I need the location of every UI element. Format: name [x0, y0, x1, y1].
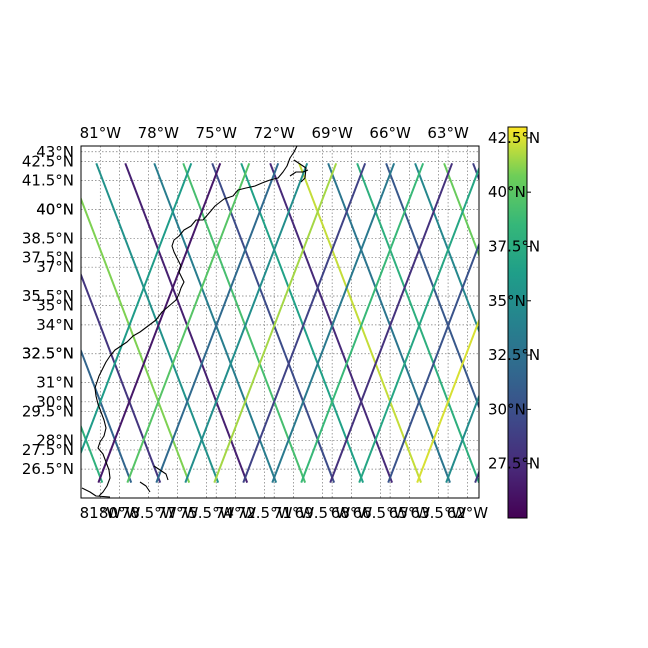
map-background	[81, 146, 479, 498]
left-lat-label: 38.5°N	[22, 229, 74, 247]
top-lon-label: 81°W	[80, 124, 122, 142]
bottom-lon-label: 72.5°W	[237, 504, 293, 522]
track-ascending	[242, 162, 367, 483]
bottom-lon-label: 68°W	[331, 504, 373, 522]
track-ascending	[81, 162, 193, 456]
map-frame	[80, 145, 480, 499]
bottom-lon-label: 62°W	[447, 504, 489, 522]
coastline-cape-cod	[293, 159, 307, 183]
map-area	[81, 146, 479, 498]
bottom-lon-label: 65°W	[389, 504, 431, 522]
colorbar-tick-label: 42.5°N	[488, 129, 540, 147]
track-ascending	[387, 241, 479, 483]
top-lon-label: 66°W	[369, 124, 411, 142]
colorbar-tick-label: 32.5°N	[488, 346, 540, 364]
left-lat-label: 40°N	[36, 200, 74, 218]
bottom-lon-label: 81°W	[80, 504, 122, 522]
track-ascending	[329, 162, 454, 483]
top-lon-label: 75°W	[196, 124, 238, 142]
colorbar-tick-label: 37.5°N	[488, 237, 540, 255]
track-descending	[81, 272, 162, 483]
track-ascending	[300, 162, 425, 483]
colorbar: 42.5°N 40°N 37.5°N 35°N 32.5°N 30°N 27.5°N	[488, 126, 540, 519]
bottom-lon-label: 78.5°W	[121, 504, 177, 522]
track-descending	[153, 162, 278, 483]
left-lat-label: 26.5°N	[22, 460, 74, 478]
left-lat-label: 37°N	[36, 258, 74, 276]
top-lon-label: 63°W	[427, 124, 469, 142]
left-lat-label: 41.5°N	[22, 172, 74, 190]
gridlines	[81, 146, 479, 498]
track-ascending	[213, 162, 338, 483]
bottom-lon-label: 80°W	[99, 504, 141, 522]
colorbar-gradient	[507, 126, 528, 519]
top-lon-label: 78°W	[138, 124, 180, 142]
track-descending	[327, 162, 451, 483]
track-ascending	[416, 317, 479, 483]
left-lat-label: 37.5°N	[22, 249, 74, 267]
track-ascending	[126, 162, 251, 483]
coastline-cuba	[81, 487, 111, 498]
bottom-lon-label: 74°W	[215, 504, 257, 522]
coastline-bahamas-b	[139, 481, 151, 493]
track-ascending	[184, 162, 309, 483]
track-descending	[443, 162, 479, 258]
track-descending	[414, 162, 479, 334]
track-descending	[356, 162, 479, 483]
track-descending	[211, 162, 336, 483]
bottom-lon-label: 77°W	[157, 504, 199, 522]
left-lat-label: 34°N	[36, 316, 74, 334]
track-ascending	[358, 165, 479, 483]
left-lat-label: 27.5°N	[22, 441, 74, 459]
track-descending	[95, 162, 220, 483]
left-lat-label: 29.5°N	[22, 402, 74, 420]
track-descending	[298, 162, 422, 483]
left-lat-label: 32.5°N	[22, 345, 74, 363]
satellite-tracks	[81, 162, 479, 483]
track-ascending	[155, 162, 280, 483]
bottom-lon-label: 69.5°W	[295, 504, 351, 522]
track-ascending	[445, 393, 479, 483]
colorbar-tick-label: 27.5°N	[488, 455, 540, 473]
coastline-us-east	[94, 146, 298, 497]
track-ascending	[97, 162, 222, 483]
colorbar-tick-label: 30°N	[488, 400, 526, 418]
track-descending	[81, 196, 191, 483]
track-descending	[81, 424, 104, 483]
top-longitude-labels: 81°W 78°W 75°W 72°W 69°W 66°W 63°W	[80, 124, 469, 142]
colorbar-tick-label: 40°N	[488, 183, 526, 201]
track-descending	[182, 162, 307, 483]
top-lon-label: 69°W	[311, 124, 353, 142]
bottom-longitude-labels: 81°W80°W78.5°W77°W75.5°W74°W72.5°W71°W69…	[80, 504, 489, 522]
track-descending	[269, 162, 393, 483]
track-descending	[124, 162, 249, 483]
left-lat-label: 31°N	[36, 374, 74, 392]
colorbar-tick-label: 35°N	[488, 292, 526, 310]
bottom-lon-label: 71°W	[273, 504, 315, 522]
left-lat-label: 32.5°N	[22, 345, 74, 363]
coastline	[81, 146, 309, 498]
left-lat-label: 42.5°N	[22, 152, 74, 170]
left-latitude-labels: 43°N42.5°N41.5°N40°N40°N38.5°N37.5°N37°N…	[22, 143, 74, 478]
track-descending	[240, 162, 365, 483]
left-lat-label: 40°N	[36, 200, 74, 218]
track-ascending	[271, 162, 396, 483]
track-descending	[81, 348, 133, 483]
top-lon-label: 72°W	[253, 124, 295, 142]
left-lat-label: 35.5°N	[22, 287, 74, 305]
bottom-lon-label: 63.5°W	[411, 504, 467, 522]
left-lat-label: 43°N	[36, 143, 74, 161]
bottom-lon-label: 75.5°W	[179, 504, 235, 522]
left-lat-label: 35°N	[36, 297, 74, 315]
track-descending	[385, 162, 479, 410]
left-lat-label: 28°N	[36, 431, 74, 449]
bottom-lon-label: 66.5°W	[353, 504, 409, 522]
colorbar-ticks: 42.5°N 40°N 37.5°N 35°N 32.5°N 30°N 27.5°N	[488, 129, 540, 473]
left-lat-label: 30°N	[36, 393, 74, 411]
coastline-bahamas-a	[153, 465, 169, 481]
